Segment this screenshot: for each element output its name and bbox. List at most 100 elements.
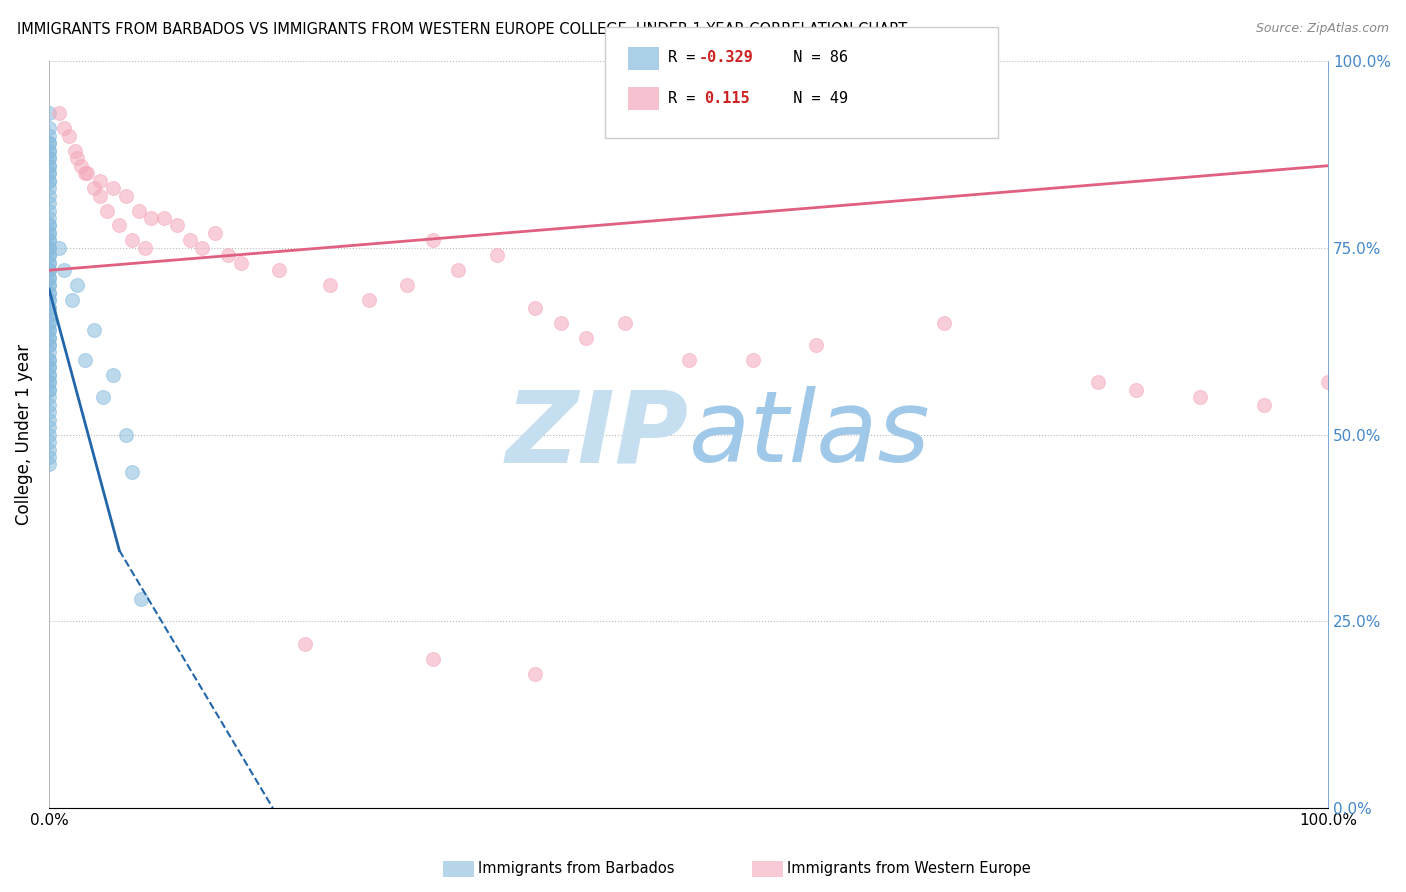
Point	[38, 166, 60, 180]
Point	[269, 263, 291, 277]
Point	[38, 383, 60, 397]
Point	[38, 412, 60, 426]
Point	[38, 308, 60, 322]
Point	[38, 128, 60, 143]
Point	[204, 226, 226, 240]
Point	[70, 159, 93, 173]
Point	[38, 442, 60, 457]
Point	[217, 248, 239, 262]
Point	[38, 270, 60, 285]
Point	[58, 128, 80, 143]
Point	[38, 420, 60, 434]
Text: N = 86: N = 86	[775, 51, 848, 65]
Point	[613, 316, 636, 330]
Point	[38, 174, 60, 188]
Point	[121, 234, 143, 248]
Point	[38, 181, 60, 195]
Point	[128, 203, 150, 218]
Point	[38, 368, 60, 382]
Point	[101, 368, 124, 382]
Point	[166, 219, 188, 233]
Point	[60, 293, 83, 308]
Point	[48, 241, 70, 255]
Point	[38, 226, 60, 240]
Point	[806, 338, 828, 352]
Point	[1253, 398, 1275, 412]
Point	[38, 352, 60, 367]
Point	[38, 338, 60, 352]
Point	[38, 151, 60, 165]
Point	[38, 405, 60, 419]
Point	[38, 323, 60, 337]
Point	[38, 435, 60, 450]
Point	[934, 316, 956, 330]
Point	[319, 278, 342, 293]
Point	[38, 241, 60, 255]
Text: N = 49: N = 49	[775, 91, 848, 105]
Point	[38, 136, 60, 151]
Text: R =: R =	[668, 51, 704, 65]
Point	[38, 211, 60, 225]
Point	[741, 352, 763, 367]
Point	[153, 211, 176, 225]
Point	[447, 263, 470, 277]
Point	[38, 458, 60, 472]
Point	[38, 256, 60, 270]
Point	[66, 151, 89, 165]
Text: Immigrants from Western Europe: Immigrants from Western Europe	[787, 862, 1031, 876]
Point	[575, 330, 598, 344]
Point	[38, 219, 60, 233]
Point	[38, 376, 60, 390]
Point	[38, 352, 60, 367]
Point	[83, 181, 105, 195]
Point	[524, 666, 547, 681]
Point	[179, 234, 201, 248]
Point	[38, 360, 60, 375]
Text: R =: R =	[668, 91, 713, 105]
Point	[38, 368, 60, 382]
Point	[38, 316, 60, 330]
Point	[485, 248, 508, 262]
Text: ZIP: ZIP	[506, 386, 689, 483]
Point	[38, 398, 60, 412]
Point	[83, 323, 105, 337]
Point	[229, 256, 252, 270]
Y-axis label: College, Under 1 year: College, Under 1 year	[15, 344, 32, 525]
Point	[38, 316, 60, 330]
Point	[76, 166, 98, 180]
Point	[134, 241, 156, 255]
Point	[38, 323, 60, 337]
Text: Immigrants from Barbados: Immigrants from Barbados	[478, 862, 675, 876]
Point	[550, 316, 572, 330]
Point	[38, 151, 60, 165]
Point	[524, 301, 547, 315]
Point	[38, 263, 60, 277]
Point	[66, 278, 89, 293]
Point	[91, 390, 114, 404]
Point	[422, 651, 444, 665]
Point	[114, 188, 136, 202]
Point	[38, 219, 60, 233]
Point	[294, 637, 316, 651]
Point	[1317, 376, 1340, 390]
Point	[38, 301, 60, 315]
Point	[73, 166, 96, 180]
Point	[38, 308, 60, 322]
Point	[396, 278, 419, 293]
Point	[101, 181, 124, 195]
Text: 0.115: 0.115	[704, 91, 749, 105]
Text: -0.329: -0.329	[699, 51, 754, 65]
Point	[38, 188, 60, 202]
Point	[73, 352, 96, 367]
Point	[38, 390, 60, 404]
Point	[38, 345, 60, 359]
Point	[38, 234, 60, 248]
Point	[38, 285, 60, 300]
Point	[96, 203, 118, 218]
Text: atlas: atlas	[689, 386, 931, 483]
Point	[38, 144, 60, 158]
Point	[38, 166, 60, 180]
Point	[678, 352, 700, 367]
Point	[38, 427, 60, 442]
Text: IMMIGRANTS FROM BARBADOS VS IMMIGRANTS FROM WESTERN EUROPE COLLEGE, UNDER 1 YEAR: IMMIGRANTS FROM BARBADOS VS IMMIGRANTS F…	[17, 22, 907, 37]
